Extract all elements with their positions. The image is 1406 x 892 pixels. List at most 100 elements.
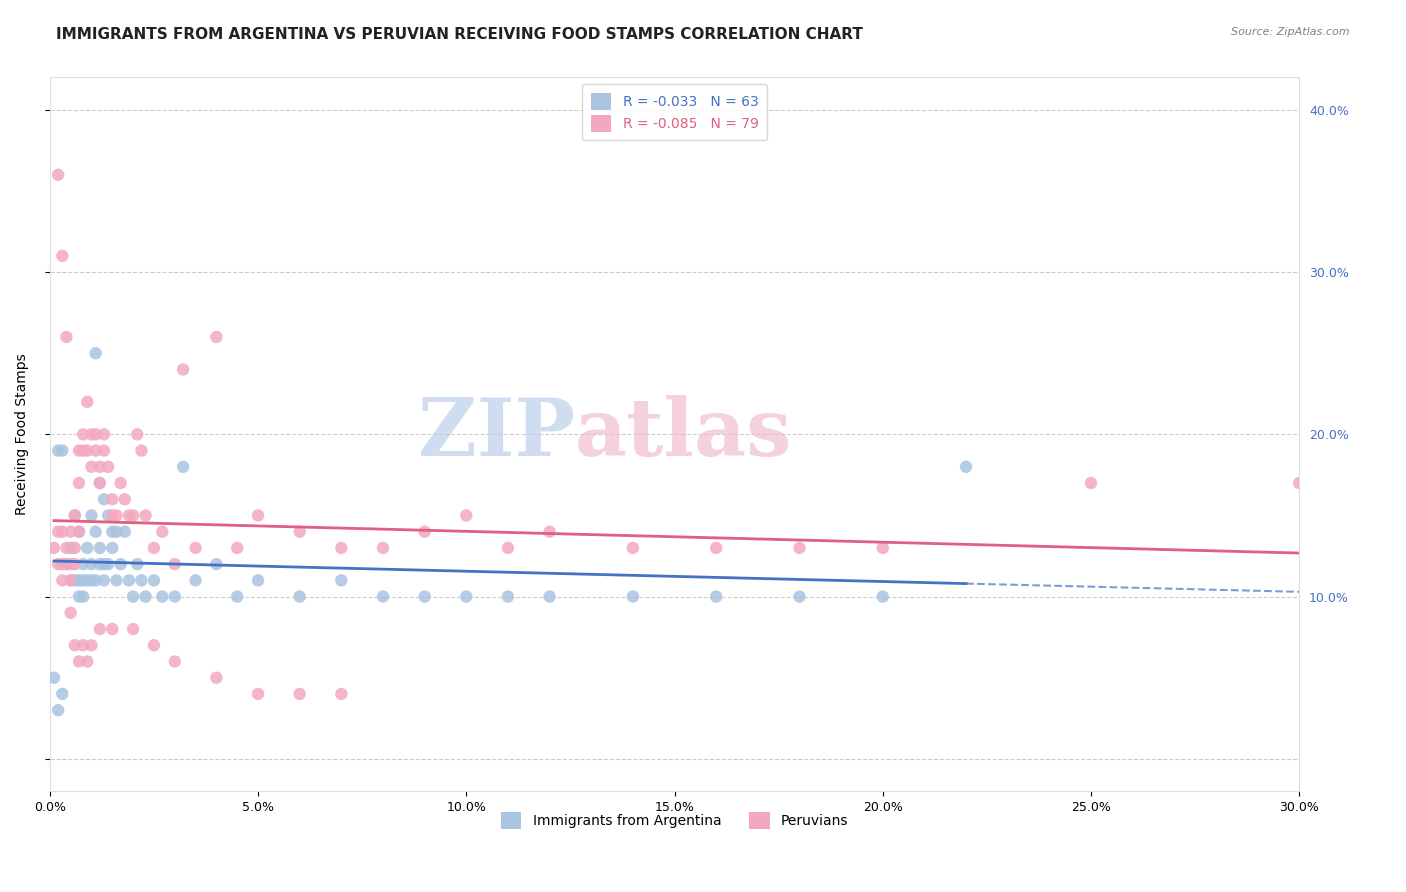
Point xyxy=(101,622,124,636)
Text: Source: ZipAtlas.com: Source: ZipAtlas.com xyxy=(1232,27,1350,37)
Point xyxy=(67,590,90,604)
Point xyxy=(122,508,145,523)
Point xyxy=(76,655,98,669)
Point xyxy=(51,687,73,701)
Point xyxy=(101,508,124,523)
Point xyxy=(172,362,194,376)
Point xyxy=(413,590,436,604)
Point xyxy=(76,395,98,409)
Point xyxy=(371,590,394,604)
Point xyxy=(84,524,107,539)
Point xyxy=(413,524,436,539)
Point xyxy=(142,541,165,555)
Point xyxy=(55,557,77,571)
Point xyxy=(205,557,228,571)
Point xyxy=(89,476,111,491)
Point xyxy=(63,638,86,652)
Point xyxy=(496,541,519,555)
Point xyxy=(76,541,98,555)
Point xyxy=(59,524,82,539)
Point xyxy=(93,557,115,571)
Point xyxy=(330,541,353,555)
Text: ZIP: ZIP xyxy=(418,395,575,474)
Y-axis label: Receiving Food Stamps: Receiving Food Stamps xyxy=(15,353,30,516)
Point xyxy=(76,443,98,458)
Point xyxy=(80,427,103,442)
Point xyxy=(97,557,120,571)
Point xyxy=(184,574,207,588)
Point xyxy=(172,459,194,474)
Point xyxy=(67,476,90,491)
Point xyxy=(72,443,94,458)
Point xyxy=(127,557,149,571)
Point xyxy=(55,541,77,555)
Point xyxy=(110,476,132,491)
Point xyxy=(67,443,90,458)
Point xyxy=(371,541,394,555)
Point xyxy=(163,557,186,571)
Point xyxy=(51,574,73,588)
Point xyxy=(72,574,94,588)
Point xyxy=(205,671,228,685)
Point xyxy=(330,574,353,588)
Point xyxy=(105,508,128,523)
Point xyxy=(67,524,90,539)
Point xyxy=(131,443,153,458)
Point xyxy=(150,590,173,604)
Point xyxy=(59,574,82,588)
Point xyxy=(72,638,94,652)
Point xyxy=(97,508,120,523)
Point xyxy=(789,590,811,604)
Point xyxy=(63,574,86,588)
Point xyxy=(59,574,82,588)
Point xyxy=(72,590,94,604)
Point xyxy=(63,541,86,555)
Point xyxy=(205,330,228,344)
Point xyxy=(80,638,103,652)
Point xyxy=(80,574,103,588)
Point xyxy=(163,590,186,604)
Point xyxy=(63,508,86,523)
Point xyxy=(42,541,65,555)
Point xyxy=(118,508,141,523)
Point xyxy=(288,590,311,604)
Point xyxy=(1288,476,1310,491)
Point xyxy=(80,557,103,571)
Point xyxy=(51,524,73,539)
Point xyxy=(89,459,111,474)
Point xyxy=(105,524,128,539)
Point xyxy=(89,622,111,636)
Point xyxy=(101,492,124,507)
Text: atlas: atlas xyxy=(575,395,792,474)
Point xyxy=(80,508,103,523)
Point xyxy=(114,524,136,539)
Point xyxy=(122,590,145,604)
Point xyxy=(89,557,111,571)
Point xyxy=(872,541,894,555)
Point xyxy=(226,541,249,555)
Point xyxy=(131,574,153,588)
Point xyxy=(142,638,165,652)
Point xyxy=(84,346,107,360)
Point xyxy=(142,574,165,588)
Text: IMMIGRANTS FROM ARGENTINA VS PERUVIAN RECEIVING FOOD STAMPS CORRELATION CHART: IMMIGRANTS FROM ARGENTINA VS PERUVIAN RE… xyxy=(56,27,863,42)
Point xyxy=(456,590,478,604)
Point xyxy=(46,168,69,182)
Point xyxy=(101,541,124,555)
Point xyxy=(538,590,561,604)
Point xyxy=(114,492,136,507)
Point xyxy=(59,606,82,620)
Point xyxy=(789,541,811,555)
Point xyxy=(127,427,149,442)
Point xyxy=(135,590,157,604)
Point xyxy=(135,508,157,523)
Point xyxy=(150,524,173,539)
Point xyxy=(59,541,82,555)
Point xyxy=(72,427,94,442)
Point xyxy=(46,443,69,458)
Point xyxy=(42,671,65,685)
Point xyxy=(872,590,894,604)
Point xyxy=(63,508,86,523)
Legend: Immigrants from Argentina, Peruvians: Immigrants from Argentina, Peruvians xyxy=(495,806,853,834)
Point xyxy=(84,427,107,442)
